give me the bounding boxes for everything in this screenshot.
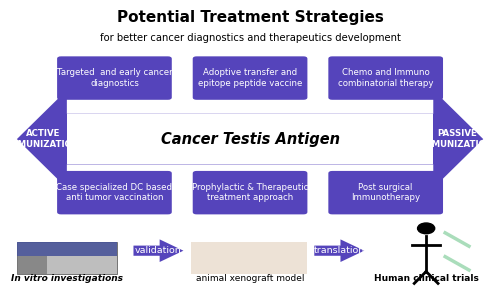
FancyBboxPatch shape [57,171,172,214]
Text: ACTIVE
IMMUNIZATION: ACTIVE IMMUNIZATION [6,129,80,149]
Bar [17,242,117,257]
Text: Potential Treatment Strategies: Potential Treatment Strategies [116,10,384,25]
Text: Case specialized DC based
anti tumor vaccination: Case specialized DC based anti tumor vac… [56,183,172,202]
Bar [67,114,434,164]
FancyBboxPatch shape [328,56,443,100]
Text: In vitro investigations: In vitro investigations [11,274,123,283]
Text: PASSIVE
IMMUNIZATION: PASSIVE IMMUNIZATION [420,129,494,149]
Text: for better cancer diagnostics and therapeutics development: for better cancer diagnostics and therap… [100,33,401,43]
FancyBboxPatch shape [57,56,172,100]
Circle shape [418,223,434,234]
FancyBboxPatch shape [192,56,308,100]
Text: Prophylactic & Therapeutic
treatment approach: Prophylactic & Therapeutic treatment app… [192,183,308,202]
Text: animal xenograft model: animal xenograft model [196,274,304,283]
FancyBboxPatch shape [328,171,443,214]
Text: Targeted  and early cancer
diagnostics: Targeted and early cancer diagnostics [56,68,172,88]
Polygon shape [134,239,184,262]
Bar [47,257,117,274]
Bar [190,242,307,274]
Text: Adoptive transfer and
epitope peptide vaccine: Adoptive transfer and epitope peptide va… [198,68,302,88]
Text: Post surgical
Immunotherapy: Post surgical Immunotherapy [351,183,420,202]
FancyBboxPatch shape [192,171,308,214]
Text: translation: translation [314,246,365,255]
Polygon shape [314,239,364,262]
Text: Chemo and Immuno
combinatorial therapy: Chemo and Immuno combinatorial therapy [338,68,434,88]
Polygon shape [17,90,483,188]
Text: validation: validation [135,246,182,255]
Text: Human clinical trials: Human clinical trials [374,274,478,283]
Text: Cancer Testis Antigen: Cancer Testis Antigen [160,132,340,147]
Bar [17,242,117,274]
